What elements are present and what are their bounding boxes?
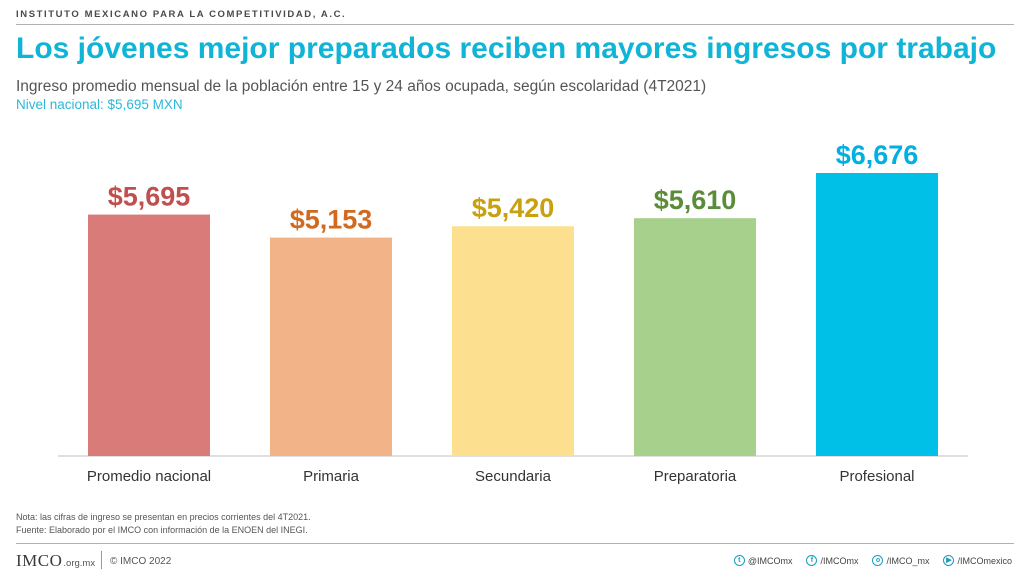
data-label: $5,420: [472, 193, 555, 223]
data-label: $5,610: [654, 185, 737, 215]
x-tick-label: Promedio nacional: [87, 468, 211, 485]
organization-name: INSTITUTO MEXICANO PARA LA COMPETITIVIDA…: [16, 9, 347, 20]
data-label: $6,676: [836, 140, 919, 170]
chart-subtitle: Ingreso promedio mensual de la población…: [16, 78, 707, 95]
data-label: $5,695: [108, 182, 191, 212]
social-links: t @IMCOmx f /IMCOmx o /IMCO_mx ▶ /IMCOme…: [733, 555, 1012, 566]
social-link-facebook[interactable]: f /IMCOmx: [806, 555, 858, 566]
social-handle: /IMCOmexico: [957, 555, 1012, 566]
facebook-icon: f: [806, 555, 818, 566]
bar-chart: $5,695 Promedio nacional $5,153 Primaria $5,…: [58, 140, 968, 485]
note-text: Nota: las cifras de ingreso se presentan…: [16, 512, 311, 522]
bar: [816, 173, 938, 456]
data-label: $5,153: [290, 205, 373, 235]
social-handle: /IMCOmx: [820, 555, 859, 566]
imco-logo[interactable]: IMCO .org.mx: [16, 551, 95, 571]
social-handle: /IMCO_mx: [886, 555, 930, 566]
bar: [88, 214, 210, 456]
x-tick-label: Preparatoria: [654, 468, 737, 485]
copyright: © IMCO 2022: [110, 556, 172, 567]
top-divider: [16, 24, 1014, 25]
x-tick-label: Secundaria: [475, 468, 552, 485]
bar: [270, 237, 392, 456]
footer-divider: [16, 543, 1014, 544]
logo-domain: .org.mx: [63, 558, 96, 569]
social-link-youtube[interactable]: ▶ /IMCOmexico: [943, 555, 1012, 566]
social-link-instagram[interactable]: o /IMCO_mx: [872, 555, 929, 566]
national-level-note: Nivel nacional: $5,695 MXN: [16, 97, 183, 112]
bar: [452, 226, 574, 456]
footer-separator: [101, 551, 102, 569]
social-handle: @IMCOmx: [747, 555, 793, 566]
x-tick-label: Profesional: [839, 468, 914, 485]
x-tick-label: Primaria: [303, 468, 359, 485]
twitter-icon: t: [733, 555, 745, 566]
instagram-icon: o: [872, 555, 884, 566]
chart-title: Los jóvenes mejor preparados reciben may…: [16, 32, 997, 65]
logo-text: IMCO: [16, 551, 63, 570]
social-link-twitter[interactable]: t @IMCOmx: [733, 555, 793, 566]
youtube-icon: ▶: [943, 555, 955, 566]
source-text: Fuente: Elaborado por el IMCO con inform…: [16, 525, 308, 535]
bar: [634, 218, 756, 456]
